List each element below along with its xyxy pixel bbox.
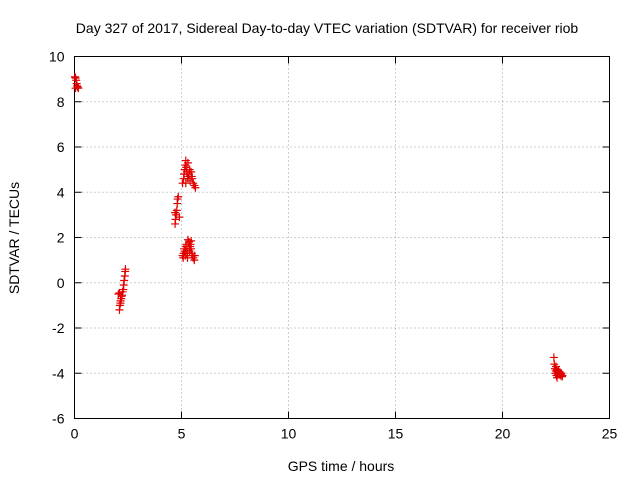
data-point xyxy=(118,291,127,300)
data-point xyxy=(186,240,195,249)
y-tick-label: 2 xyxy=(57,230,65,246)
y-tick-label: -2 xyxy=(52,320,65,336)
data-point xyxy=(183,158,192,167)
y-tick-label: 10 xyxy=(49,49,65,65)
y-tick-label: -6 xyxy=(52,411,65,427)
y-axis-label: SDTVAR / TECUs xyxy=(6,182,22,294)
y-axis: -6 -4 -2 0 2 4 6 8 10 xyxy=(49,49,610,427)
data-point xyxy=(70,72,79,81)
chart-title: Day 327 of 2017, Sidereal Day-to-day VTE… xyxy=(76,20,579,36)
x-tick-label: 15 xyxy=(388,426,404,442)
x-axis-label: GPS time / hours xyxy=(288,458,395,474)
data-point xyxy=(171,208,180,217)
data-point xyxy=(181,179,190,188)
y-tick-label: 6 xyxy=(57,139,65,155)
y-tick-label: -4 xyxy=(52,365,65,381)
data-point xyxy=(185,165,194,174)
data-point xyxy=(116,299,125,308)
data-point xyxy=(187,244,196,253)
data-point xyxy=(175,213,184,222)
data-point xyxy=(558,371,567,380)
data-point xyxy=(120,276,129,285)
data-point xyxy=(187,172,196,181)
x-tick-label: 5 xyxy=(178,426,186,442)
data-point xyxy=(174,192,183,201)
data-point xyxy=(553,373,562,382)
data-point xyxy=(114,290,123,299)
grid xyxy=(74,56,610,419)
data-point xyxy=(191,183,200,192)
data-series xyxy=(70,72,567,382)
data-point xyxy=(121,265,130,274)
data-point xyxy=(74,84,83,93)
x-axis: 0 5 10 15 20 25 xyxy=(71,56,618,442)
x-tick-label: 20 xyxy=(495,426,511,442)
data-point xyxy=(190,251,199,260)
data-point xyxy=(187,236,196,245)
y-tick-label: 4 xyxy=(57,184,65,200)
y-tick-label: 8 xyxy=(57,94,65,110)
x-tick-label: 0 xyxy=(71,426,79,442)
y-tick-label: 0 xyxy=(57,275,65,291)
x-tick-label: 10 xyxy=(281,426,297,442)
x-tick-label: 25 xyxy=(602,426,618,442)
data-point xyxy=(549,353,558,362)
data-point xyxy=(552,362,560,371)
